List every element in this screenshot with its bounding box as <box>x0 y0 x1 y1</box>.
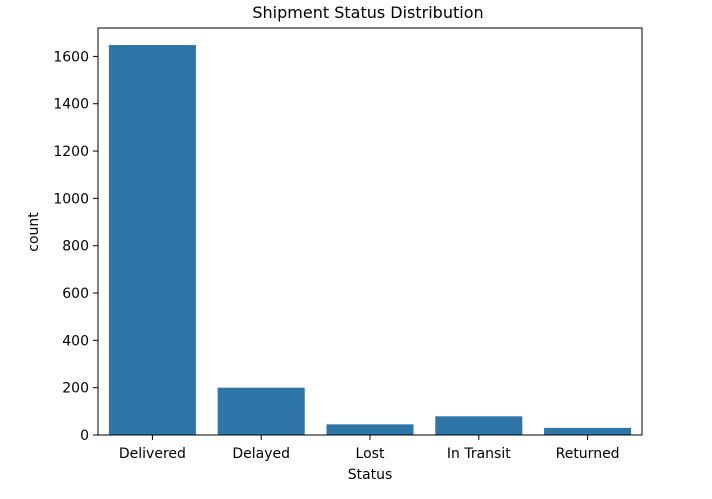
x-tick-label: Lost <box>356 446 385 462</box>
y-tick-label: 400 <box>62 333 89 349</box>
y-tick-label: 1600 <box>53 49 89 65</box>
y-axis-label: count <box>26 212 42 252</box>
x-tick-label: Delayed <box>232 446 290 462</box>
x-axis-label: Status <box>348 467 393 483</box>
y-tick-label: 600 <box>62 286 89 302</box>
y-tick-label: 0 <box>80 428 89 444</box>
x-axis: Delivered Delayed Lost In Transit Returned <box>119 435 620 462</box>
y-tick-label: 1000 <box>53 191 89 207</box>
chart-title: Shipment Status Distribution <box>252 3 483 22</box>
bar-delayed <box>217 387 305 435</box>
y-tick-label: 1400 <box>53 97 89 113</box>
y-tick-label: 1200 <box>53 144 89 160</box>
y-tick-label: 800 <box>62 239 89 255</box>
y-tick-label: 200 <box>62 381 89 397</box>
bar-in-transit <box>435 416 523 435</box>
bar-lost <box>326 424 414 435</box>
y-axis: 0 200 400 600 800 1000 1200 1400 1600 <box>53 49 98 444</box>
x-tick-label: In Transit <box>447 446 511 462</box>
bar-returned <box>544 427 632 435</box>
x-tick-label: Delivered <box>119 446 186 462</box>
bar-delivered <box>108 45 196 436</box>
plot-frame <box>97 27 643 436</box>
x-tick-label: Returned <box>556 446 620 462</box>
bars-group <box>108 45 632 436</box>
